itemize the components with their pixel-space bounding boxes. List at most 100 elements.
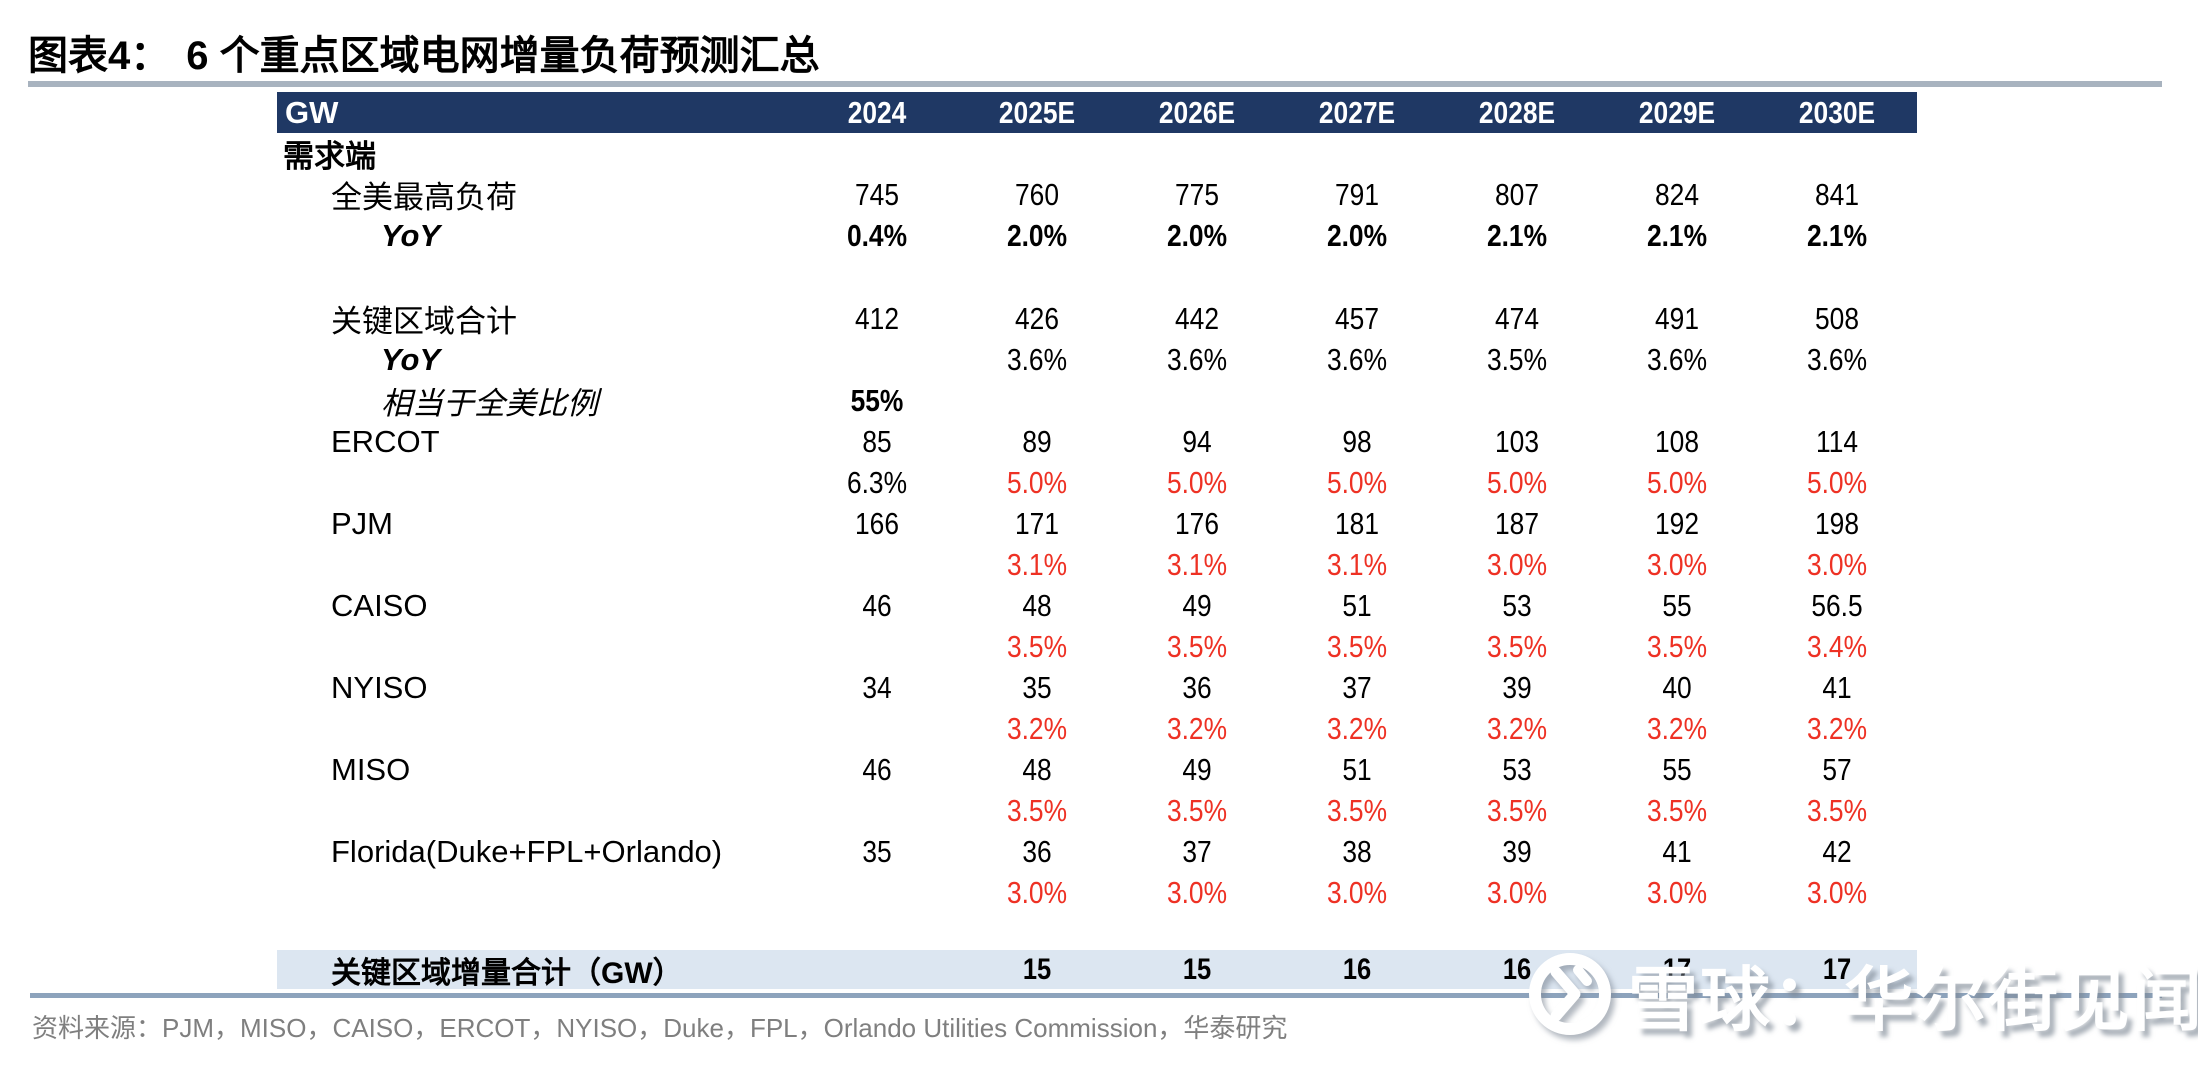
table-cell: 39 [1502,669,1532,705]
table-cell: 56.5 [1811,587,1863,623]
table-cell: 3.2% [1326,710,1388,746]
table-cell: 745 [855,176,899,212]
table-cell: 103 [1495,423,1539,459]
table-cell: 3.5% [1646,628,1708,664]
table-cell: 94 [1182,423,1212,459]
table-cell: 824 [1655,176,1699,212]
row-label: Florida(Duke+FPL+Orlando) [331,833,723,869]
row-label: MISO [331,751,411,787]
table-row-14: MISO 46 48 49 51 53 55 57 [277,749,1917,790]
summary-cell: 17 [1822,952,1852,986]
row-label: PJM [331,505,393,541]
table-cell: 34 [862,669,892,705]
table-cell: 3.2% [1006,710,1068,746]
table-cell: 3.5% [1486,341,1548,377]
table-cell: 3.1% [1006,546,1068,582]
row-label: YoY [381,217,441,253]
table-cell: 3.0% [1646,874,1708,910]
summary-cell: 16 [1502,952,1532,986]
table-cell: 3.5% [1326,792,1388,828]
table-cell: 48 [1022,587,1052,623]
table-cell: 176 [1175,505,1219,541]
table-cell: 3.5% [1486,628,1548,664]
table-cell: 181 [1335,505,1379,541]
table-cell: 3.5% [1806,792,1868,828]
table-cell: 36 [1182,669,1212,705]
table-row-6: ERCOT 85 89 94 98 103 108 114 [277,421,1917,462]
table-cell: 46 [862,751,892,787]
table-row-pct-13: 3.2% 3.2% 3.2% 3.2% 3.2% 3.2% [277,708,1917,749]
table-cell: 5.0% [1486,464,1548,500]
year-header-2030E: 2030E [1798,94,1876,130]
table-bottom-divider [30,993,2162,998]
table-cell: 3.2% [1166,710,1228,746]
table-cell: 807 [1495,176,1539,212]
table-cell: 46 [862,587,892,623]
row-label: 关键区域合计 [331,304,517,339]
table-cell: 3.2% [1806,710,1868,746]
year-header-2029E: 2029E [1638,94,1716,130]
table-cell: 3.0% [1166,874,1228,910]
table-cell: 41 [1662,833,1692,869]
year-header-2025E: 2025E [998,94,1076,130]
table-row-4: YoY 3.6% 3.6% 3.6% 3.5% 3.6% 3.6% [277,339,1917,380]
table-cell: 42 [1822,833,1852,869]
summary-row: 关键区域增量合计（GW） 15 15 16 16 17 17 [277,950,1917,990]
table-row-5: 相当于全美比例 55% [277,380,1917,422]
table-row-pct-11: 3.5% 3.5% 3.5% 3.5% 3.5% 3.4% [277,626,1917,667]
table-row-pct-15: 3.5% 3.5% 3.5% 3.5% 3.5% 3.5% [277,790,1917,831]
table-cell: 51 [1342,587,1372,623]
table-cell: 3.0% [1006,874,1068,910]
table-cell: 3.5% [1006,628,1068,664]
row-label: 全美最高负荷 [331,180,517,215]
table-cell: 491 [1655,300,1699,336]
table-cell: 49 [1182,587,1212,623]
table-cell: 3.6% [1646,341,1708,377]
table-cell: 114 [1815,423,1858,459]
table-cell: 40 [1662,669,1692,705]
table-cell: 5.0% [1006,464,1068,500]
summary-cell: 17 [1662,952,1692,986]
table-row-10: CAISO 46 48 49 51 53 55 56.5 [277,585,1917,626]
year-header-2026E: 2026E [1158,94,1236,130]
table-cell: 192 [1655,505,1699,541]
table-cell: 53 [1502,751,1532,787]
row-label: NYISO [331,669,428,705]
table-cell: 3.4% [1806,628,1868,664]
table-cell: 3.1% [1166,546,1228,582]
table-cell: 35 [1022,669,1052,705]
table-cell: 841 [1815,176,1859,212]
table-cell: 457 [1335,300,1379,336]
table-cell: 51 [1342,751,1372,787]
table-cell: 508 [1815,300,1859,336]
table-cell: 760 [1015,176,1059,212]
table-cell: 3.6% [1006,341,1068,377]
table-cell: 108 [1655,423,1699,459]
table-row-8: PJM 166 171 176 181 187 192 198 [277,503,1917,544]
table-cell: 187 [1495,505,1539,541]
row-label: 相当于全美比例 [381,386,598,421]
table-cell: 55 [1662,751,1692,787]
table-cell: 3.5% [1646,792,1708,828]
table-cell: 3.1% [1326,546,1388,582]
table-cell: 791 [1335,176,1379,212]
table-cell: 36 [1022,833,1052,869]
table-row-3: 关键区域合计 412 426 442 457 474 491 508 [277,298,1917,340]
row-label: YoY [381,341,441,377]
table-cell: 442 [1175,300,1219,336]
table-cell: 2.0% [1006,217,1068,253]
table-cell: 55 [1662,587,1692,623]
table-cell: 2.1% [1806,217,1868,253]
table-cell: 35 [862,833,892,869]
summary-cell: 15 [1022,952,1052,986]
table-row-16: Florida(Duke+FPL+Orlando) 35 36 37 38 39 41 42 [277,831,1917,872]
table-cell: 2.0% [1166,217,1228,253]
table-cell: 3.0% [1486,874,1548,910]
table-cell: 3.0% [1806,874,1868,910]
table-cell: 426 [1015,300,1059,336]
table-cell: 775 [1175,176,1219,212]
table-cell: 5.0% [1646,464,1708,500]
table-cell: 85 [862,423,892,459]
table-cell: 89 [1022,423,1052,459]
